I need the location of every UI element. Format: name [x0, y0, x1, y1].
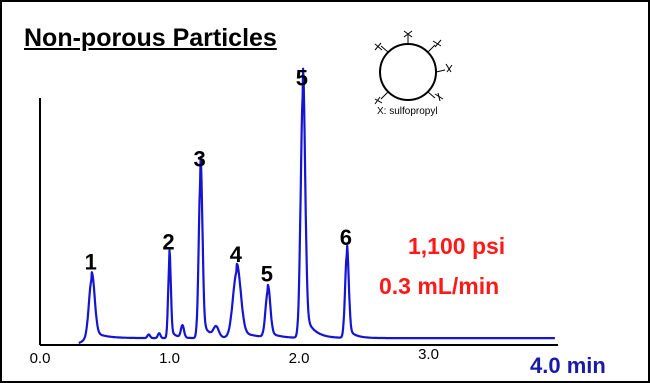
x-tick-label: 3.0 — [418, 346, 439, 363]
peak-label: 4 — [230, 242, 243, 267]
axes — [39, 98, 558, 346]
x-tick-labels: 0.0 1.0 2.0 3.0 — [30, 346, 439, 367]
peak-label: 6 — [340, 225, 352, 250]
flow-rate-label: 0.3 mL/min — [379, 273, 499, 299]
peak-label: 5 — [261, 262, 273, 287]
chromatogram-trace — [78, 67, 556, 345]
peak-label: 5 — [296, 66, 308, 91]
particle-circle-icon — [374, 30, 453, 105]
peak-label: 1 — [85, 249, 97, 274]
x-axis-end-label: 4.0 min — [530, 353, 606, 378]
x-tick-label: 1.0 — [159, 350, 180, 367]
peak-label: 2 — [162, 230, 174, 255]
peak-label: 3 — [193, 146, 205, 171]
pressure-label: 1,100 psi — [408, 233, 505, 259]
x-tick-label: 2.0 — [289, 350, 310, 367]
x-tick-label: 0.0 — [30, 350, 51, 367]
particle-caption: X: sulfopropyl — [377, 106, 438, 117]
chart-title: Non-porous Particles — [24, 24, 277, 52]
